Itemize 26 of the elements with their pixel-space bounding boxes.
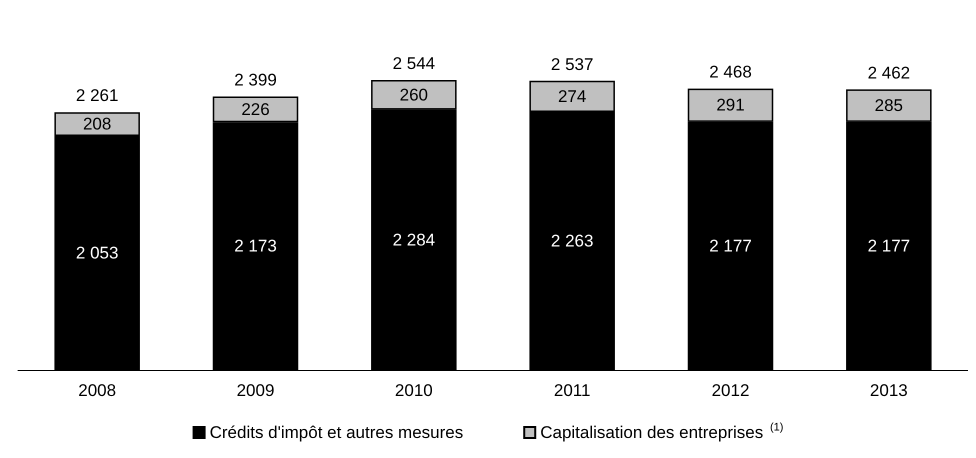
x-tick-label: 2011	[554, 381, 590, 400]
x-tick-label: 2013	[870, 381, 908, 400]
x-tick-label: 2012	[712, 381, 750, 400]
total-label: 2 462	[868, 63, 910, 82]
data-label: 2 173	[234, 236, 277, 256]
x-tick-label: 2008	[78, 381, 116, 400]
total-label: 2 468	[709, 62, 752, 82]
legend-label: Crédits d'impôt et autres mesures	[210, 423, 464, 442]
data-label: 2 177	[709, 236, 752, 256]
data-label: 291	[716, 96, 745, 115]
data-label: 2 284	[392, 230, 436, 250]
total-label: 2 261	[76, 86, 118, 106]
data-label: 2 177	[868, 236, 910, 256]
data-label: 208	[82, 114, 112, 134]
data-label: 274	[558, 86, 586, 106]
data-label: 260	[400, 85, 428, 104]
total-label: 2 399	[234, 70, 277, 90]
data-label: 285	[874, 96, 904, 116]
x-tick-label: 2009	[236, 381, 274, 400]
data-label: 2 263	[550, 232, 594, 251]
x-tick-label: 2010	[394, 381, 433, 400]
total-label: 2 544	[392, 54, 436, 73]
total-label: 2 537	[550, 54, 594, 74]
data-label: 2 053	[76, 243, 118, 262]
data-label: 226	[241, 100, 270, 119]
legend-label: Capitalisation des entreprises (1)	[540, 422, 784, 442]
